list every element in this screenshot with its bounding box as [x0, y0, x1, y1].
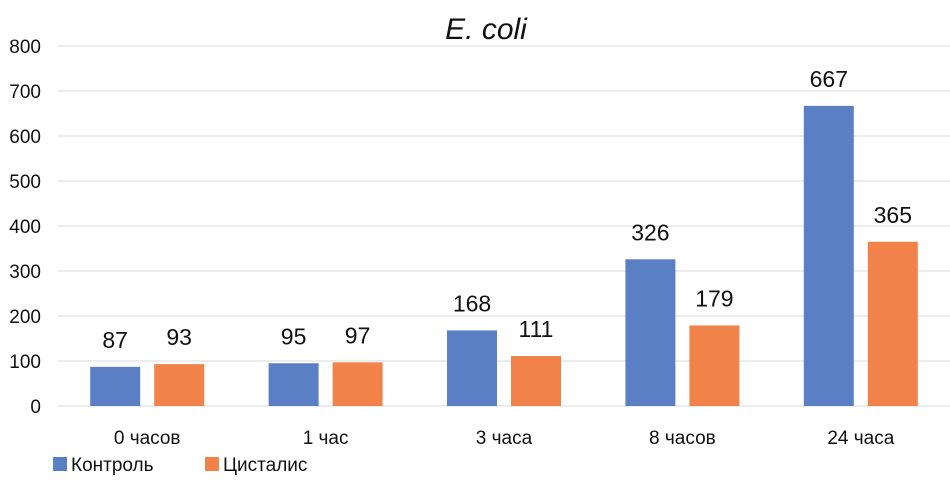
data-label: 179 [695, 285, 733, 311]
x-axis: 0 часов 1 час 3 часа 8 часов 24 часа [114, 428, 895, 449]
chart-title: E. coli [445, 13, 528, 46]
data-label: 87 [102, 327, 128, 353]
x-tick-label: 8 часов [649, 428, 716, 449]
bar-control [268, 363, 319, 406]
y-tick-label: 700 [9, 82, 41, 103]
x-tick-label: 0 часов [114, 428, 181, 449]
data-label: 111 [519, 316, 554, 342]
data-label: 97 [345, 322, 371, 348]
bar-control [90, 366, 141, 406]
bar-cystalis [511, 356, 561, 406]
bars [90, 105, 918, 406]
y-tick-label: 600 [9, 127, 41, 148]
data-label: 326 [631, 219, 669, 245]
legend-swatch-control [53, 457, 67, 471]
gridlines [58, 45, 950, 407]
legend-label-cystalis: Цисталис [223, 455, 307, 476]
y-tick-label: 100 [9, 352, 41, 373]
data-label: 168 [453, 290, 491, 316]
x-tick-label: 24 часа [827, 428, 894, 449]
bar-cystalis [867, 241, 918, 406]
y-axis: 0 100 200 300 400 500 600 700 800 [9, 37, 41, 418]
bar-cystalis [332, 362, 383, 406]
y-tick-label: 800 [9, 37, 41, 58]
y-tick-label: 200 [9, 307, 41, 328]
legend: Контроль Цисталис [53, 455, 307, 476]
legend-swatch-cystalis [205, 457, 219, 471]
data-labels: 87 93 95 97 168 111 326 179 667 365 [102, 66, 912, 353]
y-tick-label: 400 [9, 217, 41, 238]
y-tick-label: 500 [9, 172, 41, 193]
bar-control [625, 259, 676, 406]
data-label: 667 [810, 66, 848, 92]
data-label: 365 [874, 202, 912, 228]
bar-control [447, 330, 497, 406]
x-tick-label: 3 часа [476, 428, 533, 449]
y-tick-label: 300 [9, 262, 41, 283]
x-tick-label: 1 час [303, 428, 349, 449]
data-label: 93 [166, 324, 192, 350]
bar-control [803, 105, 854, 406]
y-tick-label: 0 [30, 397, 41, 418]
bar-cystalis [154, 364, 205, 406]
data-label: 95 [281, 323, 307, 349]
bar-cystalis [689, 325, 740, 406]
legend-label-control: Контроль [71, 455, 154, 476]
